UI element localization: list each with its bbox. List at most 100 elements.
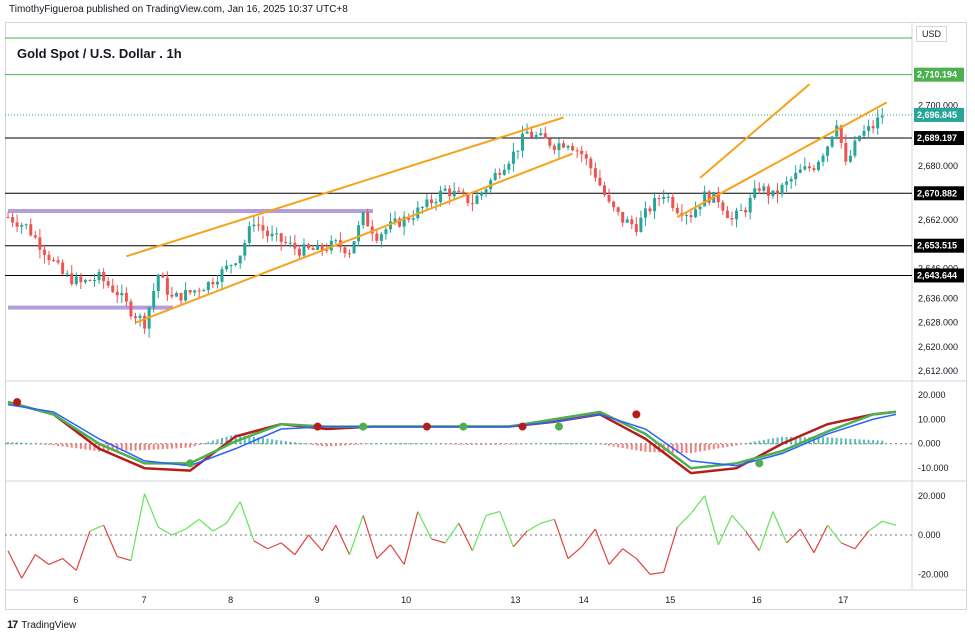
candle-body bbox=[493, 172, 497, 181]
histogram-bar bbox=[193, 443, 196, 447]
histogram-bar bbox=[844, 438, 847, 445]
candle-body bbox=[694, 209, 698, 218]
price-tick-label: 2,620.000 bbox=[918, 342, 958, 352]
osc2-segment bbox=[103, 524, 118, 557]
tradingview-logo-icon: 17 bbox=[7, 619, 18, 631]
histogram-bar bbox=[694, 443, 697, 453]
histogram-bar bbox=[75, 443, 78, 449]
osc2-segment bbox=[581, 528, 596, 548]
osc1-tick-label: 0.000 bbox=[918, 439, 941, 449]
histogram-bar bbox=[721, 443, 724, 448]
histogram-bar bbox=[148, 443, 151, 450]
osc2-segment bbox=[7, 550, 23, 579]
histogram-bar bbox=[70, 443, 73, 448]
candle-body bbox=[698, 206, 702, 210]
osc2-segment bbox=[267, 542, 282, 550]
level-tag-label: 2,689.197 bbox=[917, 133, 957, 143]
osc2-segment bbox=[198, 518, 214, 532]
osc2-segment bbox=[717, 515, 733, 546]
candle-body bbox=[507, 163, 511, 170]
candle-body bbox=[225, 265, 229, 270]
candle-body bbox=[11, 217, 15, 223]
histogram-bar bbox=[699, 443, 702, 452]
level-tag bbox=[914, 67, 964, 82]
candle-body bbox=[657, 198, 661, 200]
candle-body bbox=[420, 206, 424, 208]
histogram-bar bbox=[608, 443, 611, 446]
candle-body bbox=[361, 212, 365, 226]
osc2-segment bbox=[89, 524, 104, 532]
histogram-bar bbox=[184, 443, 187, 448]
candle-body bbox=[106, 281, 110, 286]
histogram-bar bbox=[189, 443, 192, 448]
histogram-bar bbox=[357, 443, 360, 445]
candle-body bbox=[188, 290, 192, 293]
crossover-dot bbox=[632, 410, 641, 419]
candle-body bbox=[311, 248, 315, 250]
histogram-bar bbox=[881, 440, 884, 445]
osc2-segment bbox=[526, 522, 542, 532]
candle-body bbox=[839, 125, 843, 144]
histogram-bar bbox=[430, 443, 433, 445]
histogram-bar bbox=[43, 443, 46, 445]
symbol-title: Gold Spot / U.S. Dollar . 1h bbox=[17, 46, 182, 61]
candle-body bbox=[543, 133, 547, 139]
candle-body bbox=[621, 211, 625, 223]
osc2-segment bbox=[540, 518, 555, 524]
histogram-bar bbox=[576, 443, 579, 445]
candle-body bbox=[880, 115, 884, 118]
candle-body bbox=[821, 155, 825, 162]
candle-body bbox=[334, 240, 338, 242]
candle-body bbox=[165, 277, 169, 295]
osc2-segment bbox=[335, 524, 351, 555]
resistance-zone bbox=[8, 209, 373, 214]
histogram-bar bbox=[307, 443, 310, 445]
histogram-bar bbox=[34, 443, 37, 445]
osc2-segment bbox=[567, 546, 583, 560]
candle-body bbox=[170, 294, 174, 297]
candle-body bbox=[675, 207, 679, 213]
histogram-bar bbox=[553, 443, 556, 445]
histogram-bar bbox=[202, 443, 205, 445]
time-tick-label: 7 bbox=[142, 595, 147, 605]
histogram-bar bbox=[598, 443, 601, 445]
candle-body bbox=[229, 265, 233, 267]
osc2-segment bbox=[841, 542, 856, 550]
osc2-segment bbox=[512, 530, 528, 548]
histogram-bar bbox=[266, 438, 269, 445]
candle-body bbox=[275, 233, 279, 235]
price-tick-label: 2,700.000 bbox=[918, 100, 958, 110]
candle-body bbox=[716, 191, 720, 203]
candle-body bbox=[174, 293, 178, 297]
candle-body bbox=[643, 208, 647, 218]
candle-body bbox=[74, 276, 78, 284]
candle-body bbox=[766, 186, 770, 196]
osc2-segment bbox=[130, 493, 146, 561]
time-tick-label: 14 bbox=[579, 595, 589, 605]
candle-body bbox=[584, 154, 588, 159]
histogram-bar bbox=[594, 443, 597, 445]
osc2-segment bbox=[594, 528, 610, 565]
candle-body bbox=[530, 131, 534, 137]
crossover-dot bbox=[459, 422, 468, 431]
histogram-bar bbox=[257, 437, 260, 445]
histogram-bar bbox=[726, 443, 729, 447]
candle-body bbox=[776, 190, 780, 195]
trend-channel-line bbox=[699, 83, 811, 179]
osc2-segment bbox=[239, 501, 255, 542]
histogram-bar bbox=[749, 442, 752, 445]
candle-body bbox=[302, 244, 306, 256]
osc2-tick-label: 20.000 bbox=[918, 491, 946, 501]
histogram-bar bbox=[512, 443, 515, 445]
histogram-bar bbox=[872, 440, 875, 445]
candle-body bbox=[625, 219, 629, 223]
candle-body bbox=[539, 133, 543, 136]
currency-selector[interactable]: USD bbox=[916, 26, 948, 42]
level-tag-label: 2,670.882 bbox=[917, 188, 957, 198]
histogram-bar bbox=[207, 441, 210, 445]
candle-body bbox=[120, 292, 124, 296]
histogram-bar bbox=[708, 443, 711, 450]
osc2-segment bbox=[458, 522, 473, 551]
histogram-bar bbox=[343, 443, 346, 446]
